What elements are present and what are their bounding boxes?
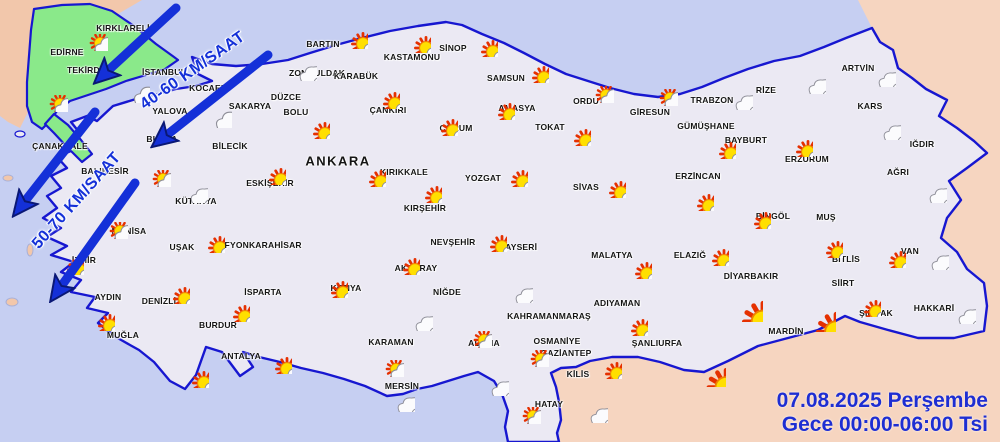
wind-arrow (100, 3, 181, 78)
city-label: TEKİRDAĞ (67, 65, 113, 75)
city-label: YOZGAT (465, 173, 501, 183)
wind-speed-label: 40-60 KM/SAAT (137, 28, 249, 113)
land-east-neighbors (552, 0, 1000, 442)
city-label: KAYSERİ (498, 242, 538, 252)
city-label: BİLECİK (212, 141, 248, 151)
city-label: SİNOP (439, 43, 467, 53)
city-label: YALOVA (152, 106, 188, 116)
city-label: ORDU (573, 96, 599, 106)
city-label: SAKARYA (228, 101, 272, 111)
city-label: BALIKESİR (81, 166, 129, 176)
city-label: MARDİN (768, 326, 804, 336)
city-label: ŞANLIURFA (631, 338, 683, 348)
city-label: MALATYA (591, 250, 633, 260)
city-label: MERSİN (384, 381, 420, 391)
city-label: DÜZCE (270, 92, 302, 102)
city-label: ELAZIĞ (673, 250, 707, 260)
city-label: KIRŞEHİR (403, 203, 447, 213)
wind-speed-label: 50-70 KM/SAAT (28, 149, 125, 253)
city-label: NEVŞEHİR (430, 237, 476, 247)
city-label: DİYARBAKIR (723, 271, 779, 281)
city-label: OSMANİYE (533, 336, 581, 346)
island (5, 297, 19, 307)
city-label: KAHRAMANMARAŞ (507, 311, 591, 321)
city-label: İSPARTA (244, 287, 282, 297)
city-label: VAN (901, 246, 919, 256)
island (26, 243, 34, 257)
city-label: KARAMAN (368, 337, 414, 347)
city-label: ÇANKIRI (369, 105, 407, 115)
city-label: AFYONKARAHİSAR (218, 240, 302, 250)
city-label: AĞRI (886, 167, 910, 177)
wind-arrow (158, 50, 273, 142)
city-label: EDİRNE (50, 47, 84, 57)
city-label: DENİZLİ (141, 296, 177, 306)
city-label: ADIYAMAN (593, 298, 641, 308)
city-label: ARTVİN (841, 63, 875, 73)
city-label: AYDIN (94, 292, 122, 302)
gallipoli-peninsula (43, 112, 94, 164)
city-label: SİVAS (573, 182, 599, 192)
city-label: MUŞ (816, 212, 836, 222)
wind-arrow (55, 178, 140, 295)
city-label: KIRKLARELİ (96, 23, 150, 33)
city-label: İSTANBUL (142, 67, 186, 77)
city-label: AMASYA (498, 103, 536, 113)
city-label: RİZE (755, 85, 777, 95)
city-label: BİTLİS (831, 254, 861, 264)
city-label: MANİSA (111, 226, 147, 236)
city-label: KIRIKKALE (379, 167, 429, 177)
city-label: KARS (857, 101, 883, 111)
city-label: ERZİNCAN (675, 171, 721, 181)
city-label: ANKARA (305, 153, 371, 169)
city-label: GAZİANTEP (540, 348, 592, 358)
city-label: BURDUR (198, 320, 238, 330)
city-label: HATAY (534, 399, 564, 409)
city-label: MUĞLA (106, 330, 140, 340)
city-label: ESKİŞEHİR (246, 178, 294, 188)
city-label: SİİRT (831, 278, 855, 288)
city-label: BİNGÖL (755, 211, 791, 221)
city-label: BARTIN (306, 39, 340, 49)
forecast-datetime: 07.08.2025 Perşembe Gece 00:00-06:00 Tsi (777, 389, 988, 437)
wind-arrow (18, 107, 100, 210)
forecast-date: 07.08.2025 Perşembe (776, 388, 988, 412)
city-label: HAKKARİ (913, 303, 955, 313)
city-label: SAMSUN (486, 73, 526, 83)
city-label: NİĞDE (433, 287, 461, 297)
city-label: IĞDIR (909, 139, 935, 149)
city-label: TOKAT (535, 122, 565, 132)
city-label: BAYBURT (724, 135, 768, 145)
island (2, 174, 14, 182)
city-label: TRABZON (690, 95, 734, 105)
city-label: ANTALYA (221, 351, 261, 361)
city-label: BOLU (283, 107, 309, 117)
city-label: UŞAK (169, 242, 195, 252)
forecast-period: Gece 00:00-06:00 Tsi (781, 412, 988, 436)
city-label: ERZURUM (785, 154, 829, 164)
city-label: KİLİS (566, 369, 590, 379)
city-label: KARABÜK (333, 71, 379, 81)
city-label: GİRESUN (629, 107, 671, 117)
city-label: KASTAMONU (383, 52, 441, 62)
city-label: ÇANAKKALE (32, 141, 88, 151)
city-label: KOCAELİ (189, 83, 229, 93)
city-label: GÜMÜŞHANE (677, 121, 735, 131)
island (14, 130, 26, 138)
